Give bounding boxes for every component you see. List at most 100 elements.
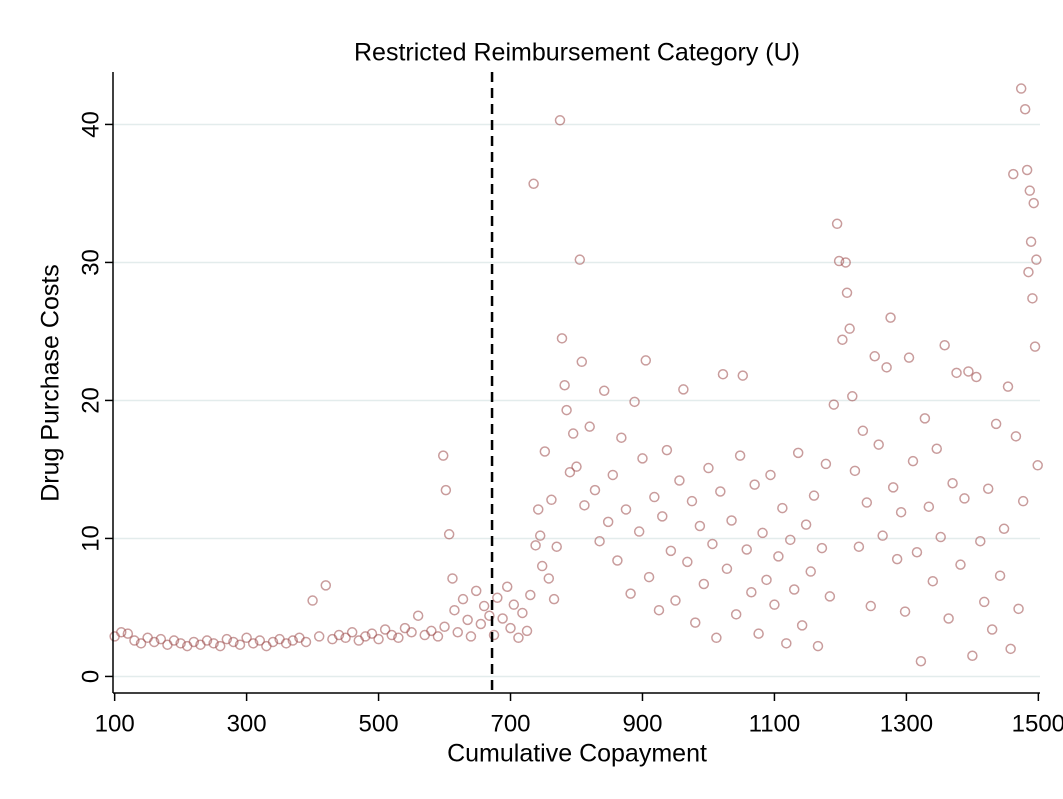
point xyxy=(686,495,698,507)
point xyxy=(963,366,974,377)
point xyxy=(959,493,970,504)
point xyxy=(975,535,986,547)
point xyxy=(554,115,566,126)
point xyxy=(475,618,487,630)
point xyxy=(567,428,579,439)
point xyxy=(939,339,950,351)
point xyxy=(990,418,1002,430)
point xyxy=(707,538,718,550)
point xyxy=(715,486,726,497)
x-axis-label: Cumulative Copayment xyxy=(447,740,707,768)
point xyxy=(579,500,590,511)
point xyxy=(135,638,147,649)
point xyxy=(841,287,853,299)
point xyxy=(589,484,601,496)
point xyxy=(505,622,516,634)
point xyxy=(447,573,458,584)
point xyxy=(543,573,555,584)
point xyxy=(967,650,978,661)
point xyxy=(267,636,279,648)
point xyxy=(895,506,907,518)
point xyxy=(501,581,513,592)
point xyxy=(208,638,219,649)
point xyxy=(465,631,477,642)
point xyxy=(1027,293,1038,304)
point xyxy=(982,483,994,495)
point xyxy=(449,604,460,616)
point xyxy=(576,356,588,368)
point xyxy=(978,596,990,608)
point xyxy=(1031,254,1042,265)
point xyxy=(201,635,213,646)
point xyxy=(865,600,877,612)
point xyxy=(881,362,892,373)
point xyxy=(861,497,873,508)
point xyxy=(366,628,378,639)
x-tick-label: 300 xyxy=(227,710,267,737)
point xyxy=(955,559,966,570)
point xyxy=(556,333,568,344)
point xyxy=(869,351,880,362)
point xyxy=(521,625,533,637)
point xyxy=(333,629,345,641)
point xyxy=(812,640,824,652)
point xyxy=(148,636,160,648)
point xyxy=(1015,83,1027,94)
point xyxy=(844,323,855,334)
point xyxy=(816,542,828,554)
point xyxy=(726,515,737,526)
point xyxy=(746,587,757,598)
point xyxy=(373,633,384,645)
point xyxy=(753,628,764,639)
point xyxy=(525,589,536,601)
x-tick-label: 500 xyxy=(359,710,399,737)
point xyxy=(847,391,858,402)
point xyxy=(1023,266,1034,278)
point xyxy=(214,640,226,652)
point xyxy=(923,501,935,512)
point xyxy=(598,385,610,397)
point xyxy=(734,450,746,461)
point xyxy=(386,629,398,641)
point xyxy=(971,371,982,383)
point xyxy=(155,633,167,645)
point xyxy=(1002,381,1014,392)
point xyxy=(168,635,180,646)
point xyxy=(773,551,784,562)
point xyxy=(300,636,312,648)
point xyxy=(840,257,851,268)
point xyxy=(188,636,200,648)
x-tick-label: 100 xyxy=(95,710,135,737)
point xyxy=(792,447,804,459)
y-axis-label: Drug Purchase Costs xyxy=(37,264,65,502)
x-tick-label: 1300 xyxy=(880,710,933,737)
point xyxy=(721,563,733,575)
point xyxy=(853,541,865,552)
point xyxy=(682,556,693,568)
point xyxy=(785,534,796,546)
point xyxy=(530,540,541,551)
point xyxy=(915,656,927,667)
point xyxy=(517,607,528,619)
point xyxy=(539,446,551,457)
x-tick-label: 900 xyxy=(622,710,662,737)
point xyxy=(986,624,998,635)
x-tick-label: 700 xyxy=(490,710,530,737)
point xyxy=(399,622,411,634)
point xyxy=(698,578,710,590)
point xyxy=(947,477,958,489)
point xyxy=(788,584,800,595)
point xyxy=(616,432,627,443)
point xyxy=(607,469,619,481)
point xyxy=(508,599,520,610)
point xyxy=(737,370,749,381)
chart-title: Restricted Reimbursement Category (U) xyxy=(354,39,800,67)
point xyxy=(919,413,931,424)
point xyxy=(492,592,503,604)
point xyxy=(828,399,840,410)
point xyxy=(594,535,605,547)
point xyxy=(911,546,923,558)
x-tick-label: 1100 xyxy=(749,710,801,737)
point xyxy=(907,455,919,467)
